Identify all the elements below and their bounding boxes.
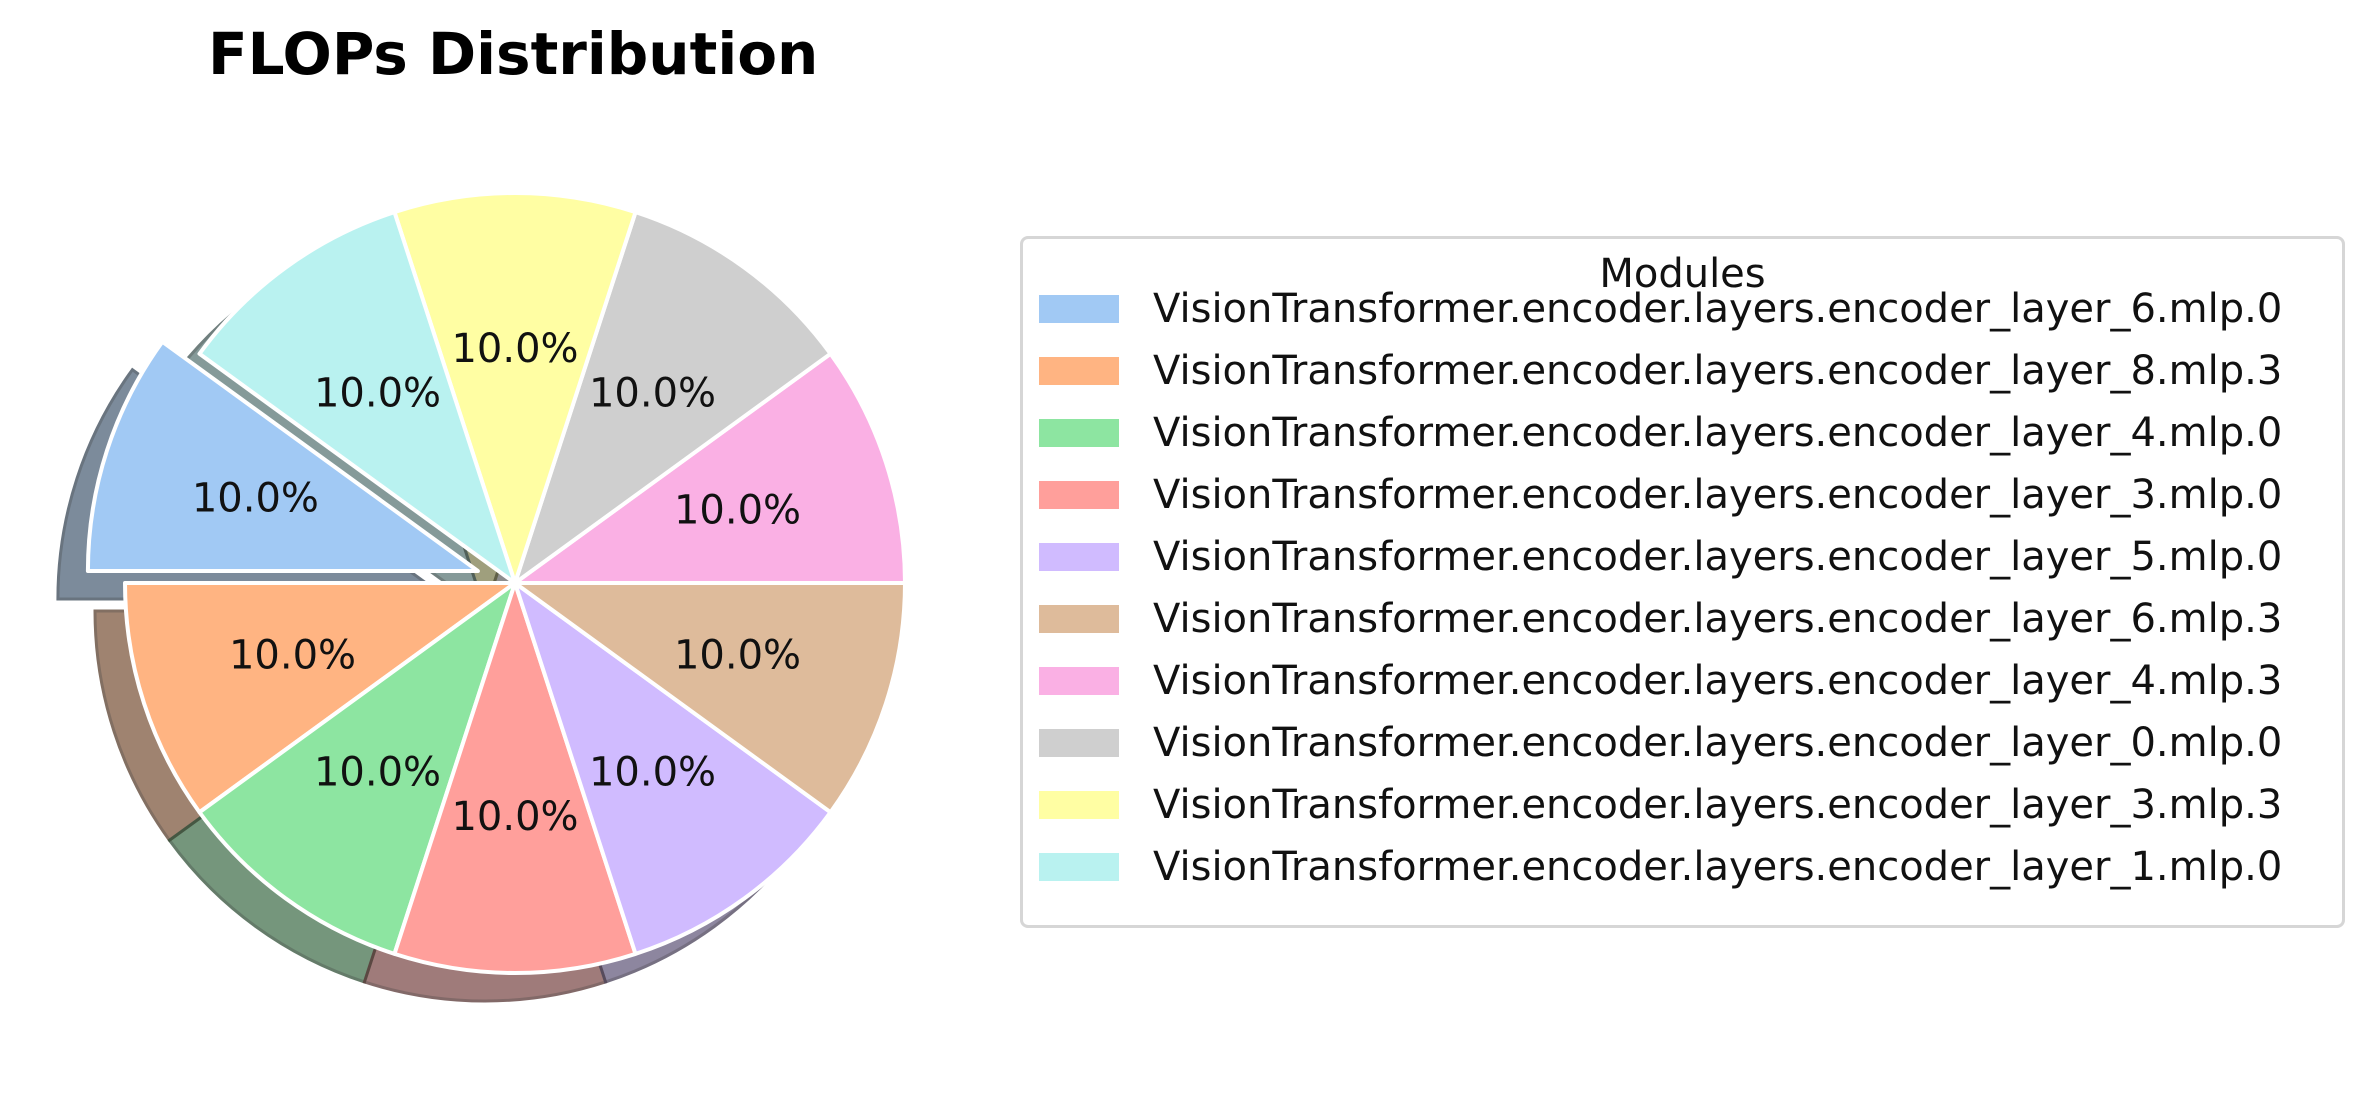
pie-slice-10	[197, 210, 517, 585]
pie-slices	[85, 191, 907, 975]
legend-label: VisionTransformer.encoder.layers.encoder…	[1153, 658, 2283, 704]
pie-slice-7	[513, 351, 907, 585]
legend-swatch	[1039, 729, 1119, 757]
pie-slice-label-6: 10.0%	[674, 632, 801, 678]
legend-item: VisionTransformer.encoder.layers.encoder…	[1039, 779, 2282, 831]
legend-item: VisionTransformer.encoder.layers.encoder…	[1039, 841, 2282, 893]
legend-title: Modules	[1599, 251, 1766, 297]
legend-item: VisionTransformer.encoder.layers.encoder…	[1039, 469, 2282, 521]
legend-swatch	[1039, 605, 1119, 633]
legend-swatch	[1039, 667, 1119, 695]
legend-swatch	[1039, 357, 1119, 385]
legend-swatch	[1039, 481, 1119, 509]
pie-slice-label-7: 10.0%	[674, 488, 801, 534]
pie-labels: 10.0%10.0%10.0%10.0%10.0%10.0%10.0%10.0%…	[192, 326, 801, 840]
pie-slice-4	[392, 581, 638, 975]
legend-label: VisionTransformer.encoder.layers.encoder…	[1153, 410, 2283, 456]
pie-slice-label-5: 10.0%	[589, 749, 716, 795]
legend-label: VisionTransformer.encoder.layers.encoder…	[1153, 472, 2283, 518]
legend-label: VisionTransformer.encoder.layers.encoder…	[1153, 534, 2283, 580]
legend-swatch	[1039, 543, 1119, 571]
legend-item: VisionTransformer.encoder.layers.encoder…	[1039, 655, 2282, 707]
pie-slice-2	[123, 581, 517, 815]
legend-swatch	[1039, 791, 1119, 819]
pie-chart: 10.0%10.0%10.0%10.0%10.0%10.0%10.0%10.0%…	[56, 191, 907, 1003]
legend-swatch	[1039, 295, 1119, 323]
legend-item: VisionTransformer.encoder.layers.encoder…	[1039, 345, 2282, 397]
chart-title: FLOPs Distribution	[208, 20, 819, 88]
legend-swatch	[1039, 853, 1119, 881]
legend-label: VisionTransformer.encoder.layers.encoder…	[1153, 596, 2283, 642]
legend-item: VisionTransformer.encoder.layers.encoder…	[1039, 407, 2282, 459]
pie-slice-9	[392, 191, 638, 585]
legend-item: VisionTransformer.encoder.layers.encoder…	[1039, 593, 2282, 645]
pie-slice-label-10: 10.0%	[314, 371, 441, 417]
legend-label: VisionTransformer.encoder.layers.encoder…	[1153, 286, 2283, 332]
legend-item: VisionTransformer.encoder.layers.encoder…	[1039, 717, 2282, 769]
legend-item: VisionTransformer.encoder.layers.encoder…	[1039, 283, 2282, 335]
legend-label: VisionTransformer.encoder.layers.encoder…	[1153, 720, 2283, 766]
pie-slice-5	[513, 581, 833, 956]
pie-slice-1	[85, 339, 480, 573]
legend-label: VisionTransformer.encoder.layers.encoder…	[1153, 844, 2283, 890]
pie-slice-8	[513, 210, 833, 585]
legend: Modules VisionTransformer.encoder.layers…	[1020, 236, 2345, 928]
legend-item: VisionTransformer.encoder.layers.encoder…	[1039, 531, 2282, 583]
pie-slice-3	[197, 581, 517, 956]
pie-slice-label-3: 10.0%	[314, 749, 441, 795]
pie-slice-6	[513, 581, 907, 815]
pie-slice-label-9: 10.0%	[451, 326, 578, 372]
pie-slice-label-4: 10.0%	[451, 794, 578, 840]
pie-slice-label-2: 10.0%	[229, 632, 356, 678]
pie-slice-label-8: 10.0%	[589, 371, 716, 417]
pie-slice-label-1: 10.0%	[192, 476, 319, 522]
legend-label: VisionTransformer.encoder.layers.encoder…	[1153, 782, 2283, 828]
legend-swatch	[1039, 419, 1119, 447]
legend-label: VisionTransformer.encoder.layers.encoder…	[1153, 348, 2283, 394]
